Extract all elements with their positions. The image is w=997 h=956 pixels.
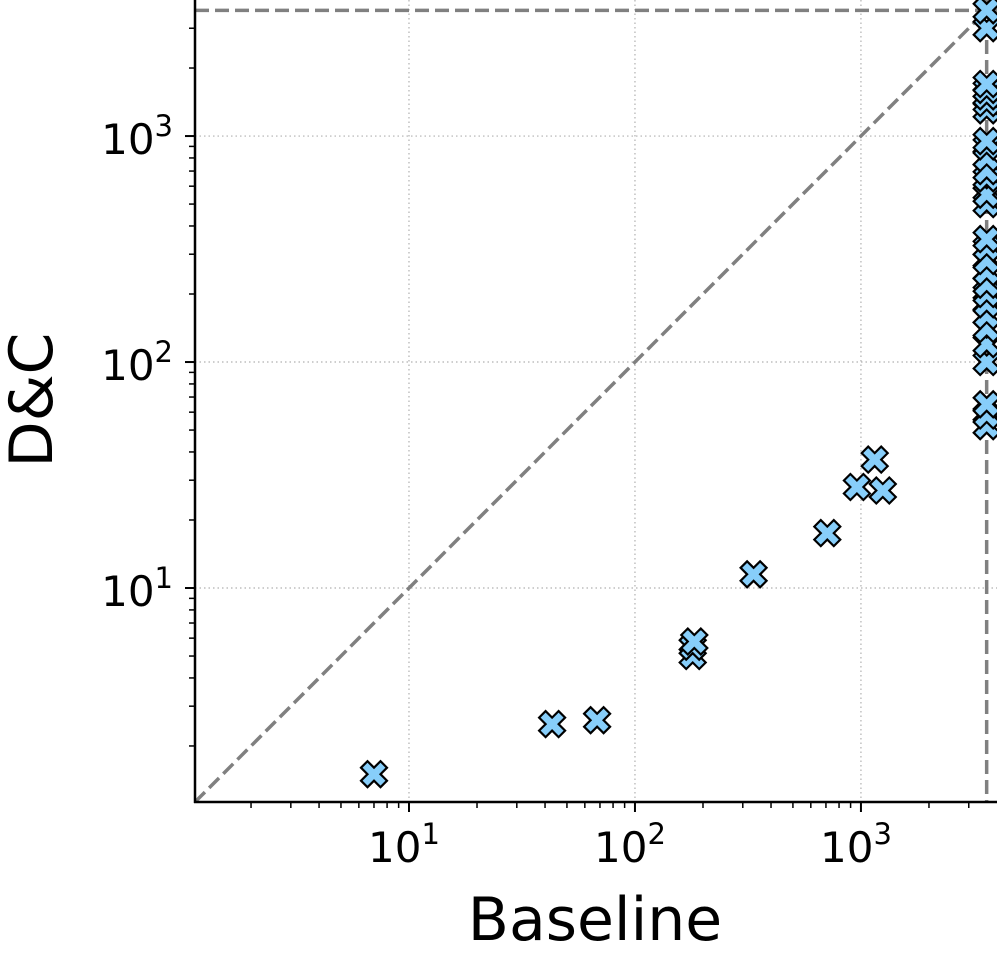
data-point [860, 445, 890, 475]
data-point [972, 0, 997, 25]
y-tick-label: 102 [101, 335, 173, 390]
x-axis-title: Baseline [468, 885, 722, 955]
data-point [582, 705, 612, 735]
data-point [739, 559, 769, 589]
data-point [842, 472, 872, 502]
data-point [359, 759, 389, 789]
plot-area [195, 0, 997, 802]
data-point [812, 518, 842, 548]
diagonal-reference-line [195, 0, 997, 802]
data-point [972, 126, 997, 156]
data-point [972, 389, 997, 419]
data-point [972, 69, 997, 99]
x-tick-label: 101 [368, 817, 440, 872]
data-point [972, 224, 997, 254]
data-point [679, 626, 709, 657]
data-point [868, 475, 898, 506]
x-tick-label: 102 [594, 817, 666, 872]
x-tick-label: 103 [820, 817, 892, 872]
axes: 101 102 103 101 102 103 [101, 0, 997, 872]
y-axis-title: D&C [0, 333, 67, 468]
data-point [537, 709, 567, 739]
y-tick-label: 101 [101, 561, 173, 616]
y-tick-label: 103 [101, 109, 173, 164]
